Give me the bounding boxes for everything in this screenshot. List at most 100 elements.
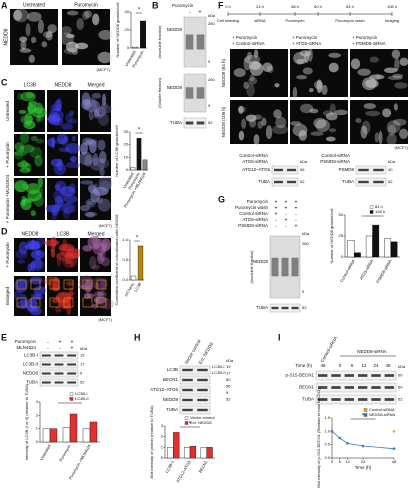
cell [34, 155, 43, 167]
label: PSMD8 [338, 167, 354, 172]
band [373, 168, 384, 172]
label: 19 [80, 353, 85, 358]
label: NEDD8 (108 h) [221, 106, 226, 137]
cell [275, 116, 287, 129]
legend-label: NEDD8-siRNA [369, 412, 396, 417]
label: + [285, 199, 288, 205]
y-tick-label: 50 [339, 212, 344, 217]
legend-swatch [369, 210, 374, 214]
band [384, 386, 394, 389]
label: (MCF7) [394, 145, 408, 150]
inset [82, 297, 93, 308]
cell [101, 245, 106, 253]
cell [35, 114, 41, 123]
band [358, 386, 368, 389]
legend-label: LC3B-II [75, 396, 89, 401]
cell [13, 9, 23, 21]
cell [16, 300, 29, 310]
x-tick-label: ATG12–ATG5 [175, 459, 192, 484]
label: ATG5-siRNA [242, 217, 268, 222]
blot [315, 370, 397, 381]
line [331, 431, 395, 450]
cell [42, 31, 53, 38]
band [54, 372, 64, 375]
band [358, 398, 368, 401]
label: - [295, 217, 297, 223]
panel-letter: A [1, 0, 8, 10]
label: Puromycin [15, 339, 37, 344]
cell [50, 103, 57, 112]
cell [261, 117, 267, 127]
label: + Puromycin [232, 35, 258, 40]
label: 40 [388, 167, 393, 172]
band [67, 354, 77, 357]
inset [96, 297, 107, 308]
cell [382, 108, 392, 118]
cell [262, 62, 273, 72]
cell [31, 107, 47, 118]
cell [309, 108, 319, 114]
cell [249, 118, 257, 128]
cell [100, 279, 107, 292]
cell [93, 104, 98, 115]
cell [62, 254, 78, 269]
band [41, 363, 51, 366]
cell [383, 67, 398, 74]
x-tick-label: Control-siRNA [339, 258, 356, 283]
label: 52 [300, 179, 305, 184]
cell [30, 210, 36, 217]
band [273, 168, 284, 172]
blot [183, 73, 207, 113]
label: kDa [226, 358, 234, 363]
cell [253, 49, 259, 58]
band [273, 180, 284, 184]
band [281, 306, 289, 310]
panel-letter: B [152, 0, 159, 10]
cell [18, 109, 27, 115]
cell [37, 111, 44, 122]
y-tick-label: 0 [126, 167, 129, 172]
inset [49, 279, 60, 290]
y-axis-label: Number of LC3B granule/cell [114, 125, 119, 176]
cell [98, 180, 112, 192]
label: LC3B [57, 231, 70, 237]
legend-swatch [69, 397, 74, 401]
cell [46, 116, 62, 121]
label: Puromycin [286, 18, 305, 23]
label: NEDD8-siRNA [357, 349, 387, 354]
cell [30, 249, 45, 260]
label: kDa [208, 13, 216, 18]
band [331, 386, 341, 389]
label: Untreated [5, 101, 10, 121]
cell [93, 296, 106, 304]
label: kDa [80, 346, 88, 351]
legend-swatch [184, 421, 189, 425]
cell [89, 139, 97, 154]
cell [33, 285, 47, 296]
cell [57, 118, 64, 126]
label: 17 [226, 371, 231, 376]
band [271, 306, 279, 310]
band [182, 388, 193, 392]
band [196, 34, 205, 50]
band [344, 398, 354, 401]
cell [238, 105, 244, 114]
cell [47, 114, 58, 124]
cell [80, 142, 88, 155]
band [371, 398, 381, 401]
cell [84, 139, 91, 147]
legend-swatch [184, 416, 189, 420]
cell [92, 264, 100, 270]
label: kDa [302, 231, 310, 236]
y-tick-label: 1 [36, 426, 39, 431]
label: 60 [398, 373, 403, 378]
bar [167, 447, 174, 459]
y-tick-label: 30 [124, 129, 129, 134]
legend-swatch [363, 408, 368, 412]
label: Merged [88, 82, 105, 88]
cell [394, 58, 400, 71]
label: + [71, 345, 74, 351]
cell [399, 128, 409, 140]
cell [302, 67, 313, 75]
label: 19 [226, 364, 231, 369]
